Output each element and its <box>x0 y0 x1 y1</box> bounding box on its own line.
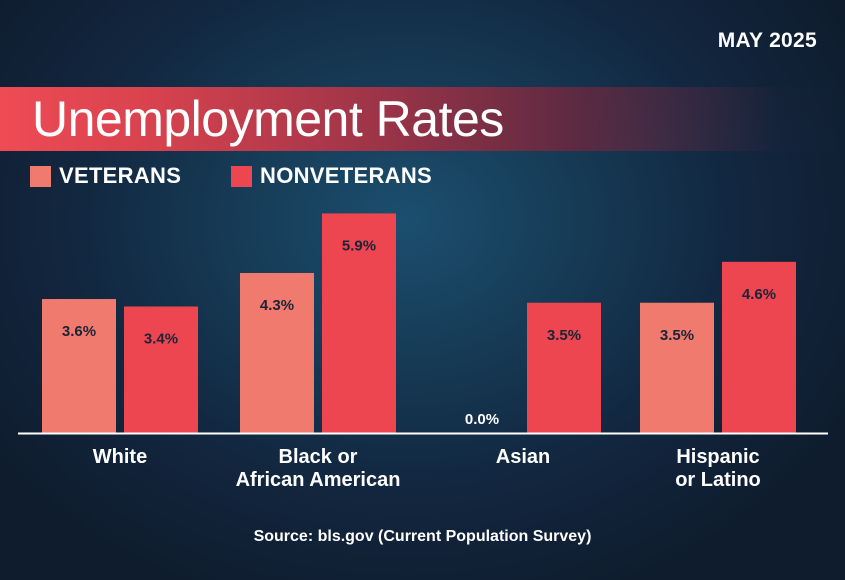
value-label-veterans-1: 4.3% <box>260 297 294 314</box>
bar-nonveterans-3 <box>722 261 796 433</box>
report-date: MAY 2025 <box>717 29 817 52</box>
legend-item-nonveterans: NONVETERANS <box>231 163 432 189</box>
bar-veterans-1 <box>240 272 314 433</box>
value-label-veterans-0: 3.6% <box>62 323 96 340</box>
title-band <box>0 87 845 151</box>
value-label-veterans-2: 0.0% <box>465 411 499 428</box>
legend-swatch-veterans <box>30 165 51 187</box>
value-label-nonveterans-3: 4.6% <box>742 286 776 303</box>
category-label-0: White <box>93 446 147 468</box>
value-label-nonveterans-1: 5.9% <box>342 237 376 254</box>
bar-nonveterans-1 <box>322 213 396 433</box>
legend-swatch-nonveterans <box>231 165 252 187</box>
value-label-nonveterans-2: 3.5% <box>547 327 581 344</box>
bar-veterans-3 <box>640 302 714 433</box>
bar-nonveterans-0 <box>124 306 198 433</box>
source-note: Source: bls.gov (Current Population Surv… <box>253 528 592 545</box>
legend-item-veterans: VETERANS <box>30 163 181 189</box>
category-label-3: Hispanic or Latino <box>675 446 761 491</box>
legend-label-veterans: VETERANS <box>59 163 182 188</box>
category-label-1: Black or African American <box>236 446 401 491</box>
value-label-veterans-3: 3.5% <box>660 327 694 344</box>
chart-title: Unemployment Rates <box>32 91 504 147</box>
bar-nonveterans-2 <box>527 302 601 433</box>
category-label-2: Asian <box>496 446 550 468</box>
legend-label-nonveterans: NONVETERANS <box>260 163 432 188</box>
value-label-nonveterans-0: 3.4% <box>144 330 178 347</box>
bar-veterans-0 <box>42 299 116 433</box>
